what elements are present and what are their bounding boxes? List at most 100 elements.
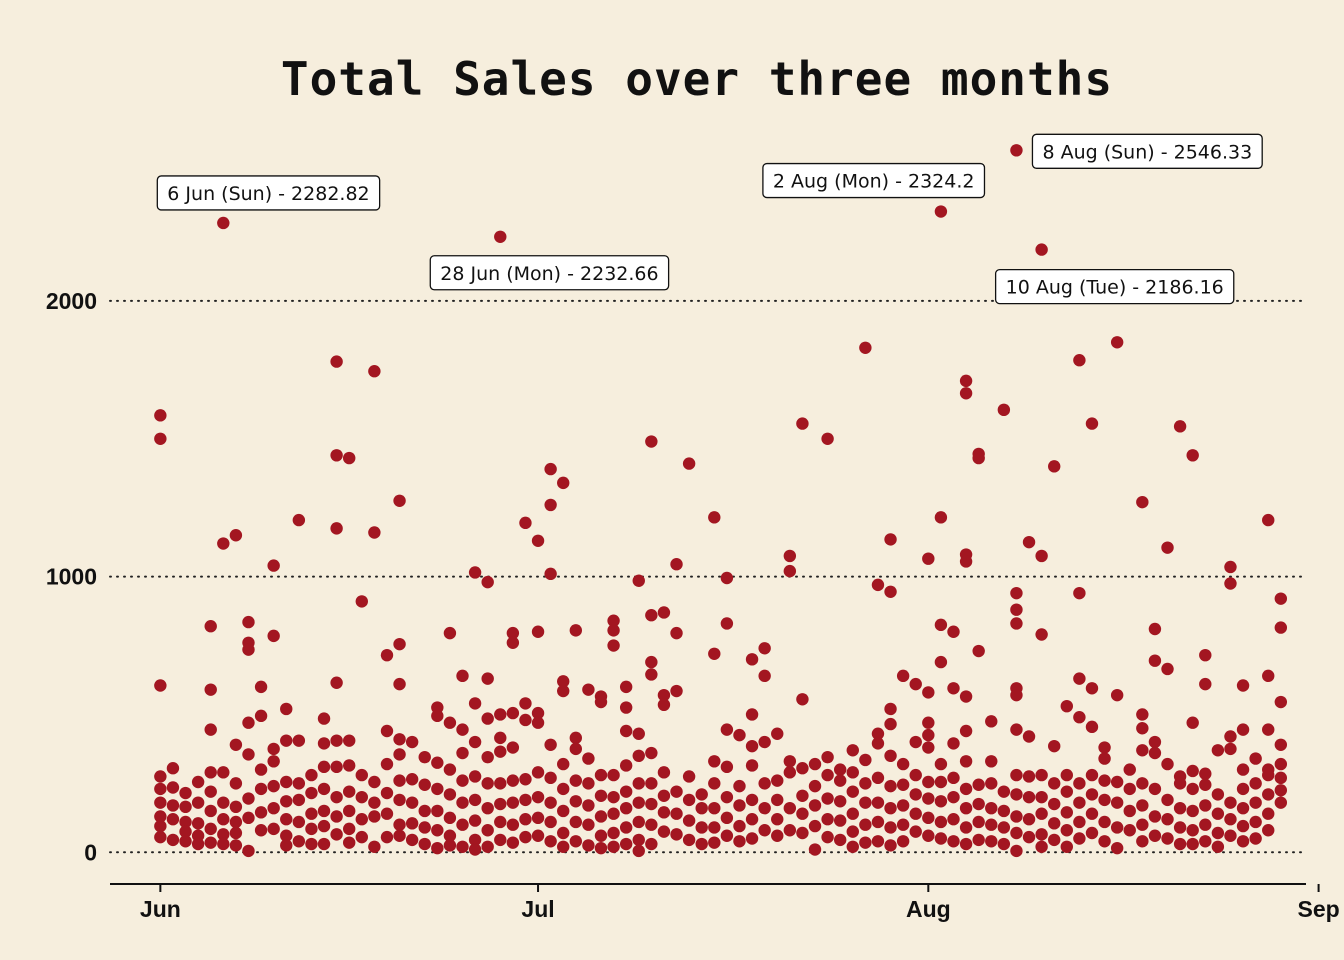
data-point	[393, 748, 406, 761]
data-point	[745, 708, 759, 721]
data-point	[506, 796, 520, 809]
data-point	[393, 677, 406, 691]
data-point	[368, 840, 381, 853]
data-point	[582, 839, 595, 852]
data-point	[1060, 824, 1074, 837]
data-point	[418, 837, 431, 851]
annotation-label: 28 Jun (Mon) - 2232.66	[440, 263, 658, 285]
data-point	[972, 815, 985, 829]
data-point	[1224, 560, 1237, 574]
data-point	[368, 796, 381, 809]
data-point	[833, 774, 847, 787]
data-point	[1199, 778, 1212, 791]
data-point	[619, 759, 633, 772]
data-point	[456, 796, 469, 809]
data-point	[544, 815, 557, 829]
data-point	[267, 629, 280, 643]
data-point	[1186, 804, 1199, 818]
data-point	[682, 770, 696, 783]
data-point	[229, 815, 243, 829]
data-point	[959, 801, 973, 815]
data-point	[544, 567, 557, 581]
data-point	[1274, 796, 1288, 809]
data-point	[1048, 833, 1061, 847]
data-point	[229, 800, 243, 814]
data-point	[405, 735, 419, 749]
data-point	[1048, 739, 1061, 753]
data-point	[254, 782, 268, 796]
data-point	[997, 403, 1011, 417]
data-point	[154, 810, 167, 823]
data-point	[833, 763, 847, 776]
data-point	[708, 801, 721, 815]
data-point	[846, 785, 859, 798]
data-point	[557, 840, 570, 853]
data-point	[1199, 835, 1212, 848]
data-point	[1224, 742, 1237, 756]
data-point	[959, 374, 973, 388]
data-point	[972, 797, 985, 811]
data-point	[1186, 824, 1199, 837]
data-point	[1060, 785, 1074, 798]
data-point	[1274, 757, 1288, 771]
data-point	[330, 522, 343, 535]
data-point	[619, 680, 633, 694]
data-point	[645, 668, 658, 681]
chart-title: Total Sales over three months	[280, 52, 1114, 106]
data-point	[934, 775, 948, 789]
data-point	[947, 771, 960, 785]
data-point	[481, 672, 494, 685]
data-point	[481, 750, 494, 764]
data-point	[682, 457, 696, 470]
data-point	[368, 775, 381, 789]
data-point	[1060, 806, 1074, 819]
data-point	[846, 807, 859, 820]
data-point	[343, 822, 356, 836]
data-point	[934, 815, 948, 829]
data-point	[1249, 796, 1262, 809]
data-point	[582, 683, 595, 696]
data-point	[896, 835, 910, 848]
data-point	[1022, 730, 1036, 743]
data-point	[330, 676, 343, 689]
data-point	[1073, 711, 1086, 724]
data-point	[884, 801, 897, 815]
data-point	[1073, 832, 1086, 845]
data-point	[557, 804, 570, 818]
annotation: 6 Jun (Sun) - 2282.82	[156, 175, 381, 211]
data-point	[1136, 835, 1149, 848]
data-point	[544, 835, 557, 848]
data-point	[645, 435, 658, 448]
data-point	[494, 708, 507, 721]
data-point	[947, 790, 960, 804]
data-point	[204, 766, 217, 779]
data-point	[1236, 782, 1250, 796]
data-point	[557, 476, 570, 490]
data-point	[405, 817, 419, 830]
data-point	[1123, 782, 1136, 796]
data-point	[1186, 716, 1199, 729]
data-point	[242, 716, 255, 729]
data-point	[758, 735, 771, 749]
data-point	[179, 825, 192, 838]
data-point	[884, 533, 897, 546]
data-point	[657, 825, 671, 838]
data-point	[871, 815, 885, 829]
data-point	[808, 819, 822, 833]
data-point	[494, 815, 507, 829]
data-point	[619, 801, 633, 815]
annotation-box	[156, 175, 381, 211]
data-point	[1236, 801, 1250, 815]
data-point	[1224, 577, 1237, 590]
data-point	[871, 835, 885, 848]
data-point	[179, 800, 192, 814]
data-point	[1173, 420, 1187, 433]
data-point	[443, 626, 457, 640]
data-point	[771, 813, 784, 826]
data-point	[745, 653, 759, 666]
data-point	[544, 738, 557, 751]
data-point	[871, 796, 885, 809]
data-point	[393, 637, 406, 651]
data-point	[380, 724, 394, 738]
data-point	[431, 782, 444, 796]
